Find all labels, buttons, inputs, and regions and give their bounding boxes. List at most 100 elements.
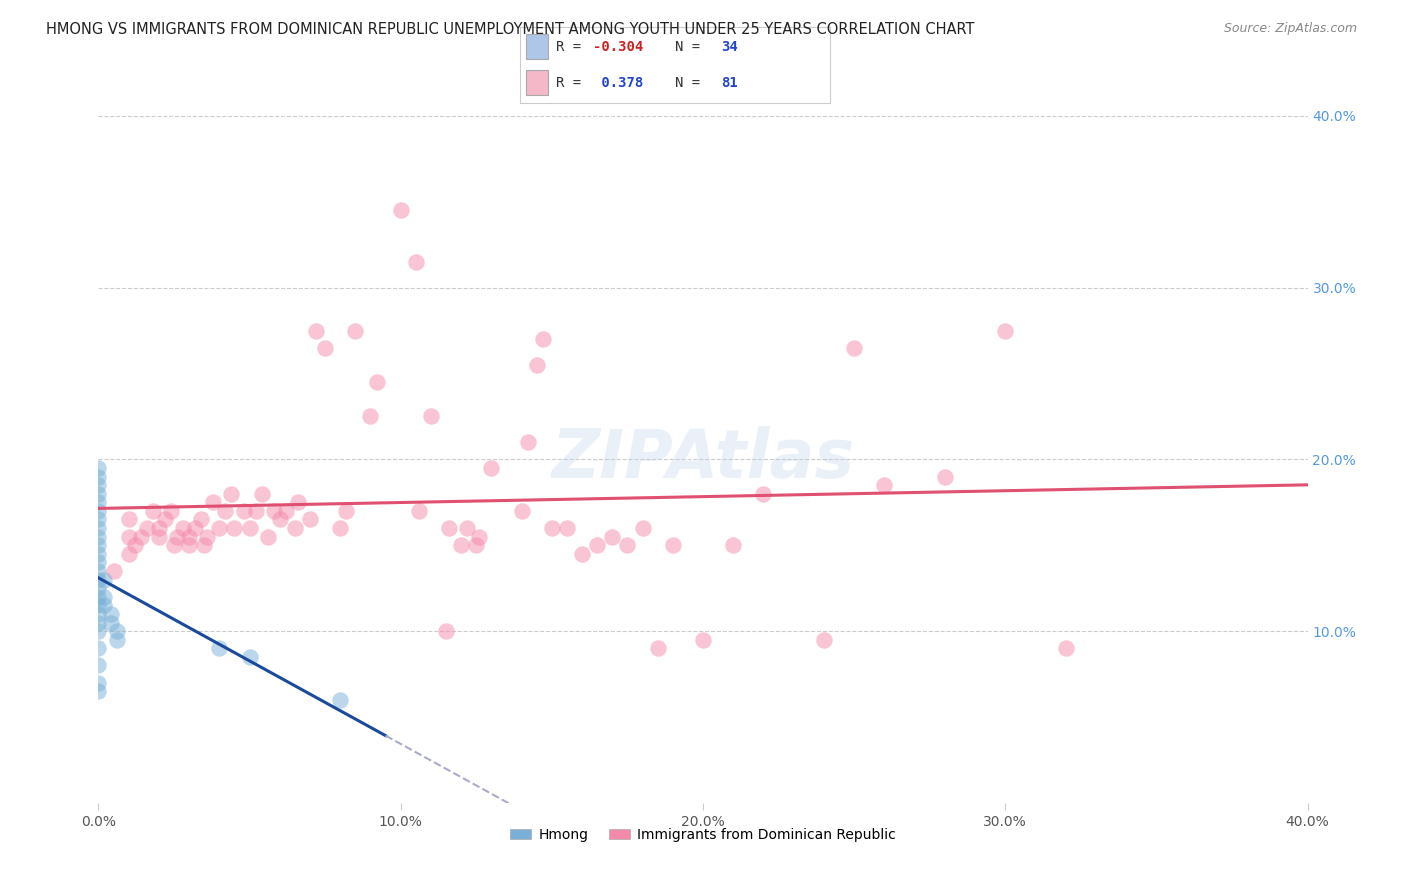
Text: -0.304: -0.304 xyxy=(593,40,643,54)
Point xyxy=(190,512,212,526)
Point xyxy=(100,607,122,621)
Point xyxy=(813,632,835,647)
Point xyxy=(179,538,201,552)
Point xyxy=(172,521,194,535)
Point xyxy=(571,547,593,561)
Point xyxy=(408,504,430,518)
Point xyxy=(163,538,186,552)
Point xyxy=(193,538,215,552)
Point xyxy=(166,530,188,544)
Point xyxy=(661,538,683,552)
Point xyxy=(510,504,533,518)
Point xyxy=(87,495,110,509)
Point xyxy=(87,573,110,587)
Point xyxy=(526,358,548,372)
Point xyxy=(221,487,243,501)
Point xyxy=(87,599,110,613)
Text: N =: N = xyxy=(675,40,709,54)
Point xyxy=(93,599,115,613)
Legend: Hmong, Immigrants from Dominican Republic: Hmong, Immigrants from Dominican Republi… xyxy=(505,822,901,847)
Point xyxy=(647,641,669,656)
Point xyxy=(299,512,322,526)
Point xyxy=(87,555,110,570)
Point xyxy=(87,641,110,656)
Point xyxy=(103,564,125,578)
Point xyxy=(586,538,609,552)
Point xyxy=(540,521,562,535)
Point xyxy=(450,538,472,552)
Point xyxy=(214,504,236,518)
Point xyxy=(602,530,624,544)
Point xyxy=(87,607,110,621)
Point xyxy=(87,615,110,630)
Point xyxy=(555,521,578,535)
Point xyxy=(87,521,110,535)
Point xyxy=(148,530,170,544)
Point xyxy=(87,504,110,518)
Point xyxy=(160,504,183,518)
Point xyxy=(405,255,427,269)
Point xyxy=(245,504,267,518)
Point xyxy=(184,521,207,535)
Point xyxy=(87,512,110,526)
Text: 34: 34 xyxy=(721,40,738,54)
Point xyxy=(100,615,122,630)
Point xyxy=(994,324,1017,338)
Point xyxy=(148,521,170,535)
Point xyxy=(208,641,231,656)
Point xyxy=(129,530,152,544)
Point xyxy=(873,478,896,492)
Text: ZIPAtlas: ZIPAtlas xyxy=(551,426,855,492)
Point xyxy=(335,504,357,518)
Point xyxy=(124,538,146,552)
Point xyxy=(87,590,110,604)
Point xyxy=(329,521,352,535)
Text: R =: R = xyxy=(555,40,589,54)
Point xyxy=(434,624,457,639)
Bar xyxy=(526,70,548,95)
Point xyxy=(93,573,115,587)
Point xyxy=(723,538,745,552)
Point xyxy=(87,564,110,578)
Point xyxy=(87,658,110,673)
Point xyxy=(135,521,157,535)
Point xyxy=(844,341,866,355)
Point xyxy=(389,203,412,218)
Point xyxy=(314,341,336,355)
Point xyxy=(287,495,309,509)
Point xyxy=(305,324,328,338)
Point xyxy=(481,461,503,475)
Point xyxy=(616,538,638,552)
Point xyxy=(263,504,285,518)
Text: N =: N = xyxy=(675,76,709,90)
Point xyxy=(195,530,218,544)
Point xyxy=(465,538,488,552)
Point xyxy=(118,547,141,561)
Point xyxy=(87,461,110,475)
Point xyxy=(105,624,128,639)
Text: R =: R = xyxy=(555,76,589,90)
Point xyxy=(1054,641,1077,656)
Point xyxy=(87,624,110,639)
Point xyxy=(531,332,554,346)
Point xyxy=(87,684,110,698)
Point xyxy=(208,521,231,535)
Point xyxy=(360,409,382,424)
Text: 0.378: 0.378 xyxy=(593,76,643,90)
Text: HMONG VS IMMIGRANTS FROM DOMINICAN REPUBLIC UNEMPLOYMENT AMONG YOUTH UNDER 25 YE: HMONG VS IMMIGRANTS FROM DOMINICAN REPUB… xyxy=(46,22,974,37)
Point xyxy=(93,590,115,604)
Point xyxy=(752,487,775,501)
Point xyxy=(179,530,201,544)
Point xyxy=(87,547,110,561)
Point xyxy=(202,495,225,509)
Point xyxy=(344,324,367,338)
Point xyxy=(224,521,246,535)
Point xyxy=(516,435,538,450)
Point xyxy=(934,469,956,483)
Point xyxy=(153,512,176,526)
Point xyxy=(232,504,254,518)
Point xyxy=(256,530,278,544)
Point xyxy=(87,487,110,501)
Point xyxy=(329,692,352,706)
Point xyxy=(239,649,262,664)
